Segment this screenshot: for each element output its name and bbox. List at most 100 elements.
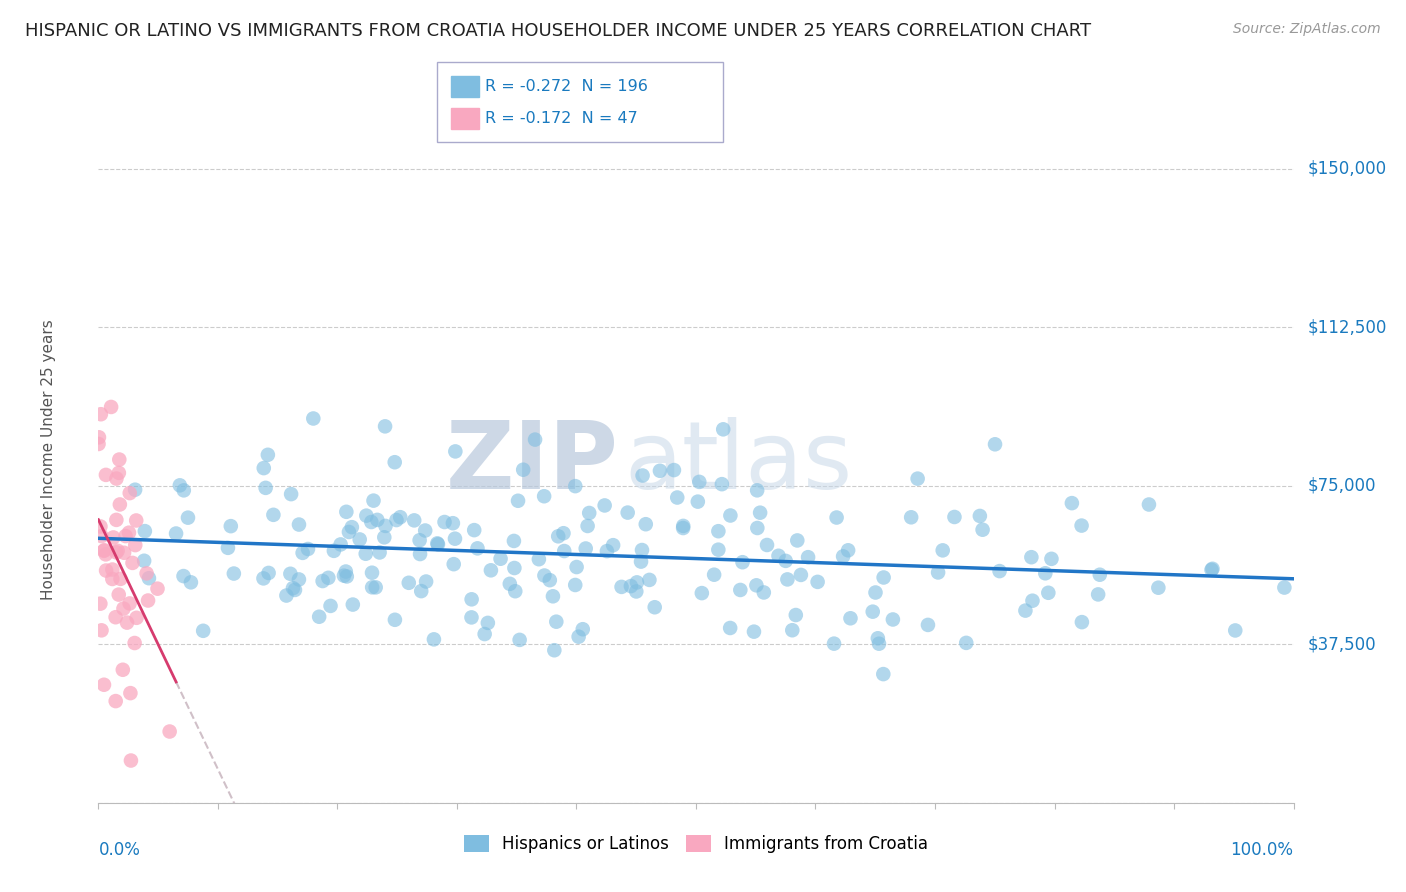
Point xyxy=(112,601,135,615)
Point xyxy=(385,513,408,527)
Point xyxy=(730,582,752,597)
Point xyxy=(413,524,436,538)
Point xyxy=(547,529,569,543)
Point xyxy=(1137,498,1160,512)
Point xyxy=(94,564,117,578)
Point xyxy=(340,520,363,534)
Text: atlas: atlas xyxy=(624,417,852,508)
Point xyxy=(426,537,449,551)
Point xyxy=(506,493,529,508)
Point xyxy=(775,554,797,568)
Point xyxy=(638,573,661,587)
Point xyxy=(433,515,456,529)
Point xyxy=(1060,496,1083,510)
Point xyxy=(342,598,364,612)
Point xyxy=(441,516,464,531)
Point xyxy=(988,564,1011,578)
Point xyxy=(943,510,966,524)
Point xyxy=(165,526,187,541)
Point xyxy=(499,577,522,591)
Point xyxy=(90,624,112,638)
Point xyxy=(124,483,146,497)
Point xyxy=(257,448,280,462)
Point xyxy=(222,566,245,581)
Point xyxy=(571,622,593,636)
Point xyxy=(565,560,588,574)
Point xyxy=(108,466,131,480)
Point xyxy=(361,580,384,594)
Point xyxy=(907,472,929,486)
Point xyxy=(257,566,280,580)
Point xyxy=(512,463,534,477)
Point xyxy=(568,630,591,644)
Point xyxy=(354,547,377,561)
Point xyxy=(118,525,141,540)
Point xyxy=(1070,518,1092,533)
Text: HISPANIC OR LATINO VS IMMIGRANTS FROM CROATIA HOUSEHOLDER INCOME UNDER 25 YEARS : HISPANIC OR LATINO VS IMMIGRANTS FROM CR… xyxy=(25,22,1091,40)
Point xyxy=(533,489,555,503)
Point xyxy=(1087,587,1109,601)
Point xyxy=(538,573,561,587)
Point xyxy=(776,573,799,587)
Point xyxy=(100,400,122,414)
Point xyxy=(253,461,276,475)
Point xyxy=(1033,566,1056,581)
Text: Source: ZipAtlas.com: Source: ZipAtlas.com xyxy=(1233,22,1381,37)
Text: $37,500: $37,500 xyxy=(1308,635,1376,653)
Point xyxy=(115,615,138,630)
Point xyxy=(837,543,859,558)
Point xyxy=(747,521,769,535)
Point xyxy=(610,580,633,594)
Point xyxy=(356,508,378,523)
Point xyxy=(832,549,855,564)
Point xyxy=(409,547,432,561)
Point xyxy=(868,637,890,651)
Text: 100.0%: 100.0% xyxy=(1230,840,1294,859)
Point xyxy=(533,568,555,582)
Point xyxy=(288,573,311,587)
Point xyxy=(120,686,142,700)
Point xyxy=(984,437,1007,451)
Point xyxy=(361,566,384,580)
Point xyxy=(125,514,148,528)
Point xyxy=(644,600,666,615)
Point xyxy=(503,533,526,548)
Point xyxy=(1021,593,1043,607)
Point xyxy=(460,610,482,624)
Point xyxy=(718,508,741,523)
Point xyxy=(742,624,765,639)
Point xyxy=(262,508,284,522)
Point xyxy=(862,605,884,619)
Point xyxy=(121,556,143,570)
Point xyxy=(94,547,117,561)
Point xyxy=(368,545,391,559)
Point xyxy=(124,538,146,552)
Point xyxy=(105,513,128,527)
Point xyxy=(688,475,710,489)
Point xyxy=(823,637,845,651)
Point xyxy=(489,551,512,566)
Point xyxy=(553,526,575,541)
Point xyxy=(467,541,489,556)
Point xyxy=(634,517,657,532)
Text: $150,000: $150,000 xyxy=(1308,160,1386,178)
Point xyxy=(1225,624,1247,638)
Point xyxy=(460,592,482,607)
Point xyxy=(444,532,467,546)
Point xyxy=(1038,586,1060,600)
Point xyxy=(541,589,564,603)
Point xyxy=(509,632,531,647)
Point xyxy=(108,452,131,467)
Point xyxy=(825,510,848,524)
Point xyxy=(169,478,191,492)
Text: R = -0.172  N = 47: R = -0.172 N = 47 xyxy=(485,112,638,126)
Point xyxy=(90,529,112,543)
Point xyxy=(291,546,314,560)
Point xyxy=(302,411,325,425)
Point xyxy=(281,581,304,595)
Point xyxy=(631,543,654,558)
Point xyxy=(384,613,406,627)
Point xyxy=(173,569,195,583)
Point xyxy=(134,554,156,568)
Point xyxy=(972,523,994,537)
